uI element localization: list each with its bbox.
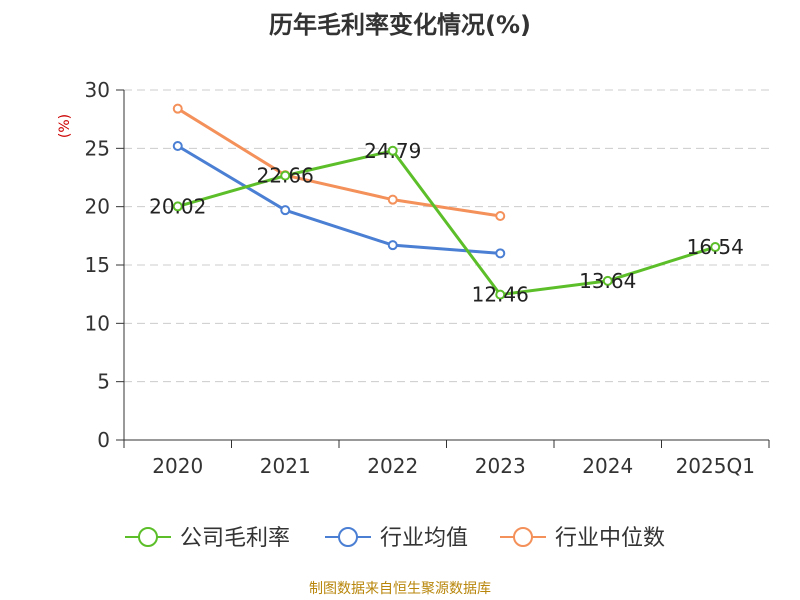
data-label: 24.79: [364, 139, 421, 163]
series-lines: [172, 103, 721, 300]
legend-item-2[interactable]: 行业中位数: [500, 526, 665, 551]
series-line-0: [177, 149, 716, 297]
data-point[interactable]: [280, 170, 291, 181]
legend-item-0[interactable]: 公司毛利率: [125, 526, 290, 551]
data-point[interactable]: [495, 289, 506, 300]
x-tick-label: 2024: [582, 454, 633, 478]
axes: 0 5 10 15 20 25 30 2020 2021 2022 2023 2024 2025Q1: [85, 78, 770, 478]
data-label: 22.66: [257, 164, 314, 188]
y-axis-unit: (%): [57, 114, 73, 138]
y-tick-label: 15: [85, 253, 110, 277]
x-tick-label: 2022: [367, 454, 418, 478]
x-tick-label: 2023: [475, 454, 526, 478]
legend-item-1[interactable]: 行业均值: [325, 526, 468, 551]
data-point[interactable]: [495, 248, 506, 259]
legend[interactable]: 公司毛利率 行业均值 行业中位数: [125, 526, 665, 551]
y-tick-label: 25: [85, 136, 110, 160]
data-label: 20.02: [149, 194, 206, 218]
legend-marker: [338, 527, 358, 547]
data-point[interactable]: [710, 242, 721, 253]
chart-title: 历年毛利率变化情况(%): [269, 11, 531, 39]
data-label: 12.46: [472, 283, 529, 307]
y-tick-label: 20: [85, 195, 110, 219]
x-tick-label: 2025Q1: [676, 454, 755, 478]
y-tick-label: 5: [97, 370, 110, 394]
data-point[interactable]: [387, 194, 398, 205]
data-label: 16.54: [687, 235, 744, 259]
data-point[interactable]: [387, 240, 398, 251]
data-point[interactable]: [172, 201, 183, 212]
series-line-1: [176, 144, 501, 255]
legend-marker: [513, 527, 533, 547]
data-labels: 20.02 22.66 24.79 12.46 13.64 16.54: [149, 139, 744, 307]
x-tick-label: 2021: [260, 454, 311, 478]
y-tick-label: 10: [85, 311, 110, 335]
legend-label: 行业均值: [380, 526, 468, 551]
data-point[interactable]: [495, 211, 506, 221]
legend-label: 行业中位数: [555, 526, 665, 551]
data-point[interactable]: [387, 145, 398, 156]
y-tick-label: 30: [85, 78, 110, 102]
data-point[interactable]: [172, 103, 183, 114]
series-line-2: [176, 107, 501, 218]
y-tick-label: 0: [97, 428, 110, 452]
data-point[interactable]: [280, 205, 291, 216]
data-point[interactable]: [602, 275, 613, 286]
legend-marker: [138, 527, 158, 547]
legend-label: 公司毛利率: [180, 526, 290, 551]
x-tick-label: 2020: [152, 454, 203, 478]
data-label: 13.64: [579, 269, 636, 293]
source-note: 制图数据来自恒生聚源数据库: [309, 581, 491, 597]
data-point[interactable]: [172, 141, 183, 151]
